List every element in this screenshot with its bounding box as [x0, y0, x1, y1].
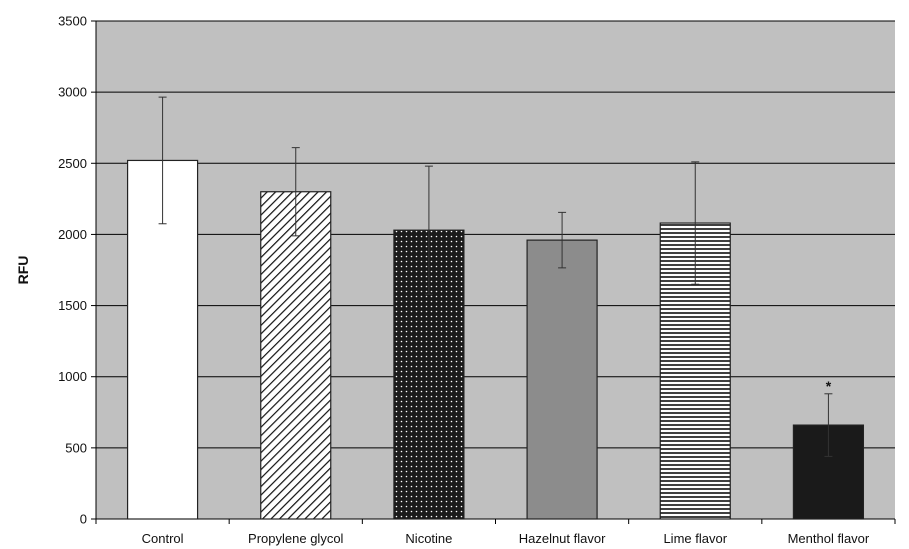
- y-tick-label: 0: [80, 512, 87, 527]
- plot-area: [96, 21, 895, 519]
- bar-hazelnut-flavor: [526, 239, 598, 520]
- y-tick-label: 2500: [58, 156, 87, 171]
- y-tick-label: 3000: [58, 85, 87, 100]
- gridlines: [96, 20, 895, 449]
- x-tick-label: Nicotine: [405, 531, 452, 546]
- axes: [91, 20, 896, 524]
- x-tick-label: Menthol flavor: [788, 531, 870, 546]
- x-tick-label: Hazelnut flavor: [519, 531, 606, 546]
- y-axis-title: RFU: [15, 256, 31, 285]
- y-tick-labels: 0 500 1000 1500 2000 2500 3000 3500: [58, 14, 87, 527]
- y-tick-label: 500: [65, 440, 87, 455]
- annotations: *: [826, 378, 832, 394]
- x-tick-labels: Control Propylene glycol Nicotine Hazelnut …: [142, 531, 870, 546]
- x-tick-label: Lime flavor: [663, 531, 727, 546]
- y-tick-label: 3500: [58, 14, 87, 29]
- significance-marker: *: [826, 378, 832, 394]
- x-tick-label: Control: [142, 531, 184, 546]
- bar-propylene-glycol: [260, 191, 332, 520]
- y-tick-label: 1500: [58, 298, 87, 313]
- y-tick-label: 2000: [58, 227, 87, 242]
- y-tick-label: 1000: [58, 369, 87, 384]
- x-tick-label: Propylene glycol: [248, 531, 343, 546]
- error-bars: [158, 96, 833, 457]
